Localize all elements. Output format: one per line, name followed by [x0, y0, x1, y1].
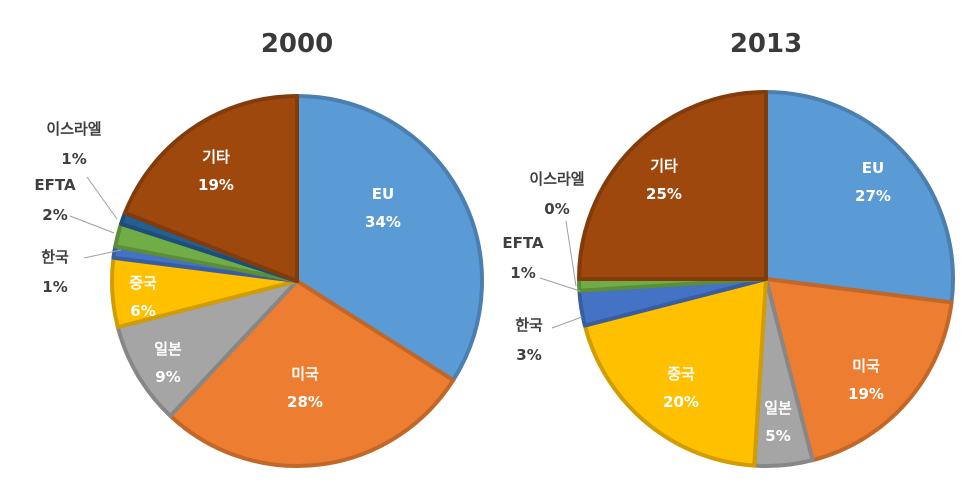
pie-slice-china — [582, 277, 768, 468]
slice-value-usa: 28% — [287, 393, 323, 411]
slice-label-china: 중국 — [129, 274, 157, 292]
slice-value-other: 25% — [646, 185, 682, 203]
pie-2013: EU 27% 미국 19% 일본 5% 중국 20% 한국 3% EFTA 1% 이스라엘 0% 기타 25% — [502, 90, 956, 468]
pie-slice-usa — [764, 277, 954, 463]
slice-label-usa: 미국 — [852, 357, 880, 375]
slice-value-korea: 1% — [42, 278, 67, 296]
pie-slice-other — [577, 90, 768, 281]
slice-label-efta: EFTA — [502, 234, 544, 252]
leader-line-israel — [86, 176, 118, 220]
pie-slice-japan — [115, 279, 299, 418]
slice-label-efta: EFTA — [34, 176, 76, 194]
slice-label-korea: 한국 — [515, 316, 543, 334]
slice-label-eu: EU — [372, 185, 394, 203]
slice-value-korea: 3% — [516, 346, 541, 364]
slice-label-eu: EU — [862, 159, 884, 177]
slice-label-japan: 일본 — [764, 399, 792, 417]
slice-value-china: 20% — [663, 393, 699, 411]
slice-value-other: 19% — [198, 176, 234, 194]
leader-line-efta — [539, 277, 581, 292]
slice-label-usa: 미국 — [291, 365, 319, 383]
leader-line-korea — [551, 316, 583, 329]
slice-label-korea: 한국 — [41, 248, 69, 266]
slice-label-other: 기타 — [650, 157, 678, 175]
slice-value-usa: 19% — [848, 385, 884, 403]
slice-label-israel: 이스라엘 — [529, 170, 584, 188]
slice-value-israel: 0% — [544, 200, 569, 218]
leader-line-efta — [69, 215, 115, 234]
slice-value-eu: 34% — [365, 213, 401, 231]
pie-slice-other — [122, 94, 299, 283]
slice-value-china: 6% — [130, 302, 155, 320]
pie-slice-usa — [168, 279, 456, 468]
slice-value-israel: 1% — [61, 150, 86, 168]
slice-value-japan: 9% — [155, 368, 180, 386]
chart-title-2000: 2000 — [261, 29, 333, 59]
pie-2000: EU 34% 미국 28% 일본 9% 중국 6% 한국 1% EFTA 2% 이스라엘 1% 기타 19% — [34, 94, 484, 468]
slice-value-efta: 2% — [42, 206, 67, 224]
slice-label-other: 기타 — [202, 148, 230, 166]
chart-title-2013: 2013 — [730, 29, 802, 59]
slice-value-eu: 27% — [855, 187, 891, 205]
leader-line-korea — [83, 249, 122, 259]
slice-value-efta: 1% — [510, 264, 535, 282]
slice-label-china: 중국 — [667, 365, 695, 383]
leader-line-israel — [565, 220, 577, 287]
slice-value-japan: 5% — [765, 427, 790, 445]
slice-label-japan: 일본 — [154, 340, 182, 358]
pie-slice-eu — [764, 90, 956, 305]
slice-label-israel: 이스라엘 — [46, 120, 101, 138]
